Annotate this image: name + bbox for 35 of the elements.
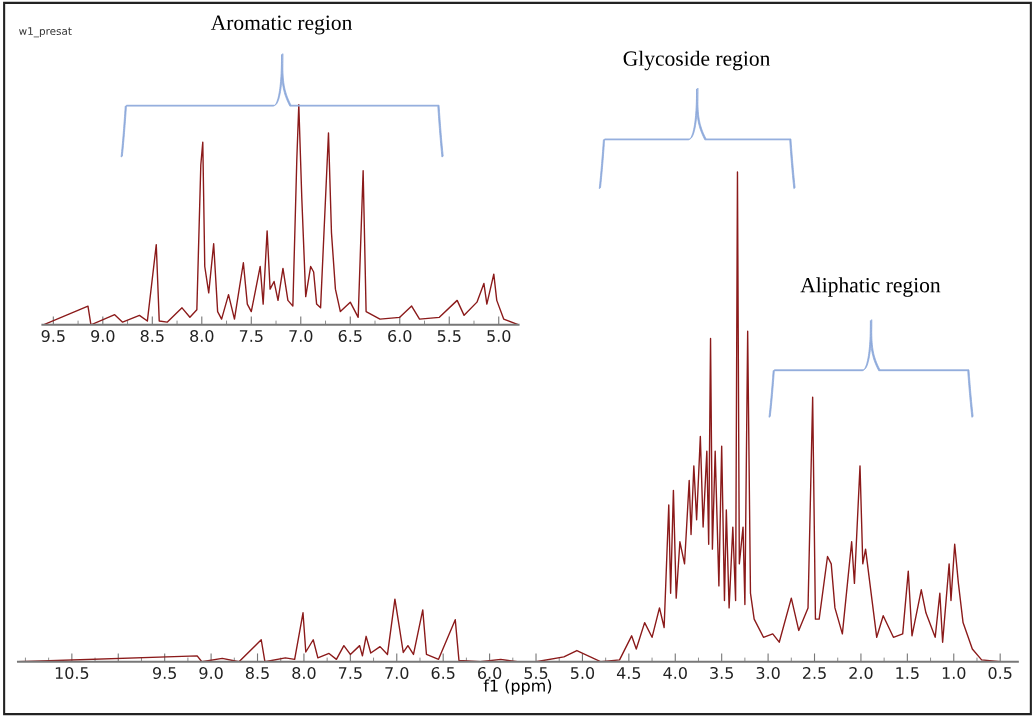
x-tick-label: 1.5	[896, 667, 919, 680]
x-tick-label: 1.0	[942, 666, 966, 680]
x-tick-label: 7.5	[239, 330, 263, 343]
x-tick-label: 6.0	[388, 329, 412, 343]
x-tick-label: 2.0	[849, 666, 873, 680]
text: Glycoside region	[623, 50, 771, 71]
x-tick-label: 6.5	[338, 329, 362, 343]
x-tick-label: 7.0	[289, 329, 313, 343]
x-tick-label: 8.0	[292, 666, 316, 680]
x-tick-label: 10.5	[55, 666, 89, 680]
x-tick-label: 0.5	[988, 666, 1012, 680]
x-tick-label: 9.0	[91, 329, 115, 343]
x-tick-label: 9.5	[41, 329, 65, 343]
x-axis-title: f1 (ppm)	[483, 679, 552, 695]
x-tick-label: 9.5	[152, 666, 176, 680]
x-tick-label: 8.5	[140, 329, 164, 343]
x-tick-label: 9.0	[199, 666, 223, 680]
x-tick-label: 7.5	[338, 667, 362, 680]
x-tick-label: 5.5	[524, 667, 548, 680]
x-tick-label: 3.5	[710, 666, 733, 680]
x-tick-label: 6.0	[478, 666, 502, 680]
x-tick-label: 5.0	[570, 666, 595, 680]
text: w1_presat	[19, 27, 72, 38]
x-tick-label: 5.5	[437, 330, 461, 343]
annotation: Aliphatic region	[800, 277, 941, 297]
x-tick-label: 4.5	[616, 667, 641, 680]
x-tick-label: 8.5	[245, 666, 269, 680]
x-tick-label: 3.0	[756, 666, 780, 680]
text: Aromatic region	[210, 15, 353, 35]
x-tick-label: 8.0	[190, 329, 214, 343]
x-tick-label: 2.5	[802, 666, 826, 680]
x-tick-label: 5.0	[487, 329, 511, 343]
x-tick-label: 6.5	[431, 666, 455, 680]
x-tick-label: 4.0	[663, 666, 687, 680]
x-tick-label: 7.0	[385, 666, 409, 680]
